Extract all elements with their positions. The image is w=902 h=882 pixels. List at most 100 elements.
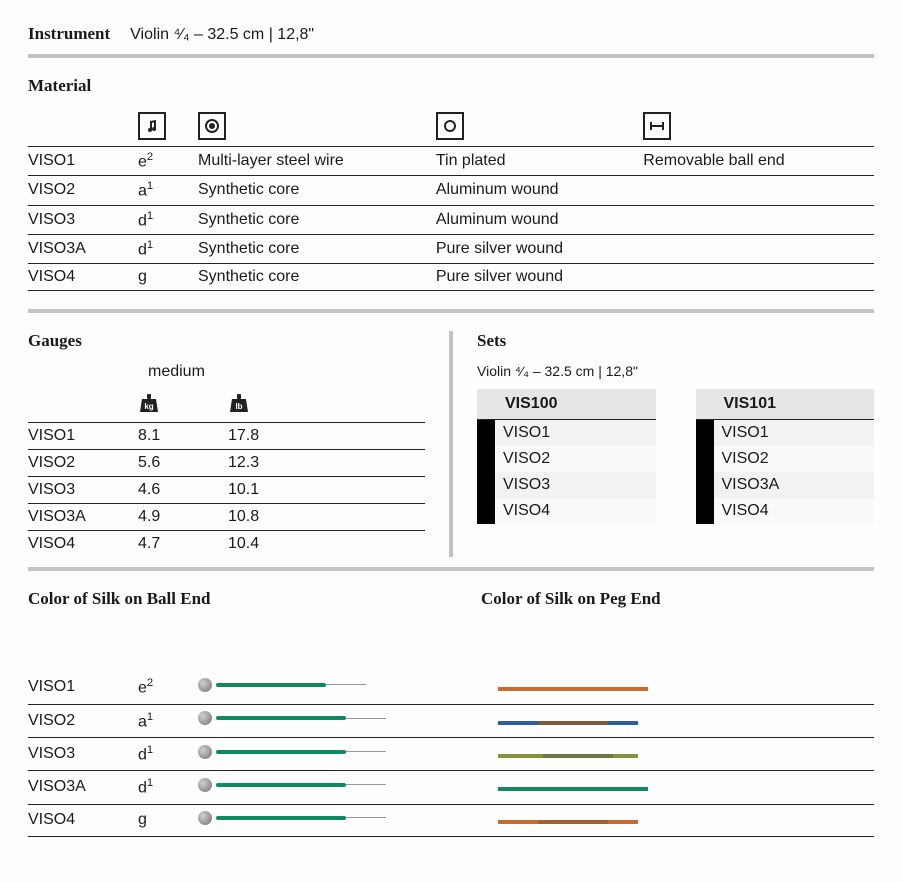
set-header: VIS101 — [696, 389, 875, 420]
divider — [28, 309, 874, 313]
target-icon — [198, 112, 226, 140]
gauge-kg: 4.7 — [138, 531, 228, 558]
silk-code: VISO1 — [28, 671, 138, 704]
table-row: VISO4 4.7 10.4 — [28, 531, 425, 558]
gauge-code: VISO2 — [28, 450, 138, 477]
gauges-subtitle: medium — [28, 363, 425, 381]
table-row: VISO2 5.6 12.3 — [28, 450, 425, 477]
sets-panel: Sets Violin ⁴⁄₄ – 32.5 cm | 12,8" VIS100… — [453, 331, 874, 557]
gauge-code: VISO4 — [28, 531, 138, 558]
table-row: VISO4 g — [28, 804, 874, 836]
silk-table: VISO1 e2 VISO2 a1 VISO3 d1 — [28, 671, 874, 836]
set-item: VISO1 — [714, 420, 875, 446]
set-item-row: VISO1 — [696, 420, 875, 446]
set-item-row: VISO4 — [696, 498, 875, 524]
set-accent — [696, 420, 714, 446]
instrument-value: Violin ⁴⁄₄ – 32.5 cm | 12,8" — [130, 26, 314, 44]
set-item: VISO2 — [495, 446, 656, 472]
table-row: VISO3A d1 — [28, 771, 874, 804]
set-item: VISO3 — [495, 472, 656, 498]
silk-peg-title: Color of Silk on Peg End — [421, 589, 874, 609]
set-item: VISO1 — [495, 420, 656, 446]
table-row: VISO1 e2 — [28, 671, 874, 704]
ball-end-graphic — [198, 745, 386, 759]
set-item-row: VISO2 — [696, 446, 875, 472]
table-row: VISO2 a1 — [28, 704, 874, 737]
set-accent — [477, 472, 495, 498]
string-note: a1 — [138, 176, 198, 205]
set-item-row: VISO2 — [477, 446, 656, 472]
table-row: VISO3 d1 — [28, 737, 874, 770]
gauge-code: VISO3A — [28, 504, 138, 531]
string-end — [643, 234, 874, 263]
set-item: VISO4 — [495, 498, 656, 524]
string-code: VISO3 — [28, 205, 138, 234]
gauge-kg: 5.6 — [138, 450, 228, 477]
silk-code: VISO2 — [28, 704, 138, 737]
gauges-table: kg lb VISO1 8.1 17.8 VISO2 5.6 12.3 VISO… — [28, 389, 425, 557]
set-accent — [477, 446, 495, 472]
ball-end-graphic — [198, 811, 386, 825]
set-header: VIS100 — [477, 389, 656, 420]
lb-icon: lb — [228, 393, 250, 418]
string-end — [643, 264, 874, 291]
string-winding: Tin plated — [436, 147, 643, 176]
ball-end-graphic — [198, 711, 386, 725]
peg-end-graphic — [498, 687, 648, 691]
table-row: VISO3A 4.9 10.8 — [28, 504, 425, 531]
string-core: Synthetic core — [198, 264, 436, 291]
string-code: VISO1 — [28, 147, 138, 176]
table-row: VISO3 d1 Synthetic core Aluminum wound — [28, 205, 874, 234]
gauges-title: Gauges — [28, 331, 425, 351]
ball-end-graphic — [198, 678, 366, 692]
string-note: d1 — [138, 234, 198, 263]
gauges-panel: Gauges medium kg lb — [28, 331, 453, 557]
set-accent — [696, 498, 714, 524]
gauge-kg: 8.1 — [138, 423, 228, 450]
silk-code: VISO3A — [28, 771, 138, 804]
string-note: d1 — [138, 205, 198, 234]
string-winding: Aluminum wound — [436, 176, 643, 205]
peg-end-graphic — [498, 787, 648, 791]
sets-title: Sets — [477, 331, 874, 351]
set-box: VIS100 VISO1 VISO2 VISO3 VISO4 — [477, 389, 656, 524]
divider — [28, 567, 874, 571]
silk-note: d1 — [138, 771, 198, 804]
string-note: e2 — [138, 147, 198, 176]
set-item-row: VISO1 — [477, 420, 656, 446]
kg-icon: kg — [138, 393, 160, 418]
string-winding: Pure silver wound — [436, 234, 643, 263]
set-item-row: VISO4 — [477, 498, 656, 524]
set-box: VIS101 VISO1 VISO2 VISO3A VISO4 — [696, 389, 875, 524]
string-core: Synthetic core — [198, 176, 436, 205]
string-end — [643, 205, 874, 234]
string-note: g — [138, 264, 198, 291]
silk-note: g — [138, 804, 198, 836]
instrument-label: Instrument — [28, 24, 110, 44]
set-accent — [696, 446, 714, 472]
gauge-code: VISO1 — [28, 423, 138, 450]
silk-ball-title: Color of Silk on Ball End — [28, 589, 421, 609]
bracket-icon — [643, 112, 671, 140]
string-core: Synthetic core — [198, 205, 436, 234]
gauge-code: VISO3 — [28, 477, 138, 504]
set-item: VISO4 — [714, 498, 875, 524]
set-accent — [477, 498, 495, 524]
set-item-row: VISO3A — [696, 472, 875, 498]
instrument-row: Instrument Violin ⁴⁄₄ – 32.5 cm | 12,8" — [28, 24, 874, 44]
ball-icon — [198, 778, 212, 792]
gauge-kg: 4.6 — [138, 477, 228, 504]
set-item: VISO3A — [714, 472, 875, 498]
gauge-lb: 10.4 — [228, 531, 425, 558]
ball-icon — [198, 745, 212, 759]
svg-text:lb: lb — [235, 402, 242, 411]
gauge-lb: 12.3 — [228, 450, 425, 477]
silk-code: VISO3 — [28, 737, 138, 770]
table-row: VISO1 e2 Multi-layer steel wire Tin plat… — [28, 147, 874, 176]
set-item-row: VISO3 — [477, 472, 656, 498]
set-accent — [477, 420, 495, 446]
gauge-lb: 10.1 — [228, 477, 425, 504]
table-row: VISO3 4.6 10.1 — [28, 477, 425, 504]
gauge-lb: 10.8 — [228, 504, 425, 531]
svg-text:kg: kg — [144, 402, 153, 411]
